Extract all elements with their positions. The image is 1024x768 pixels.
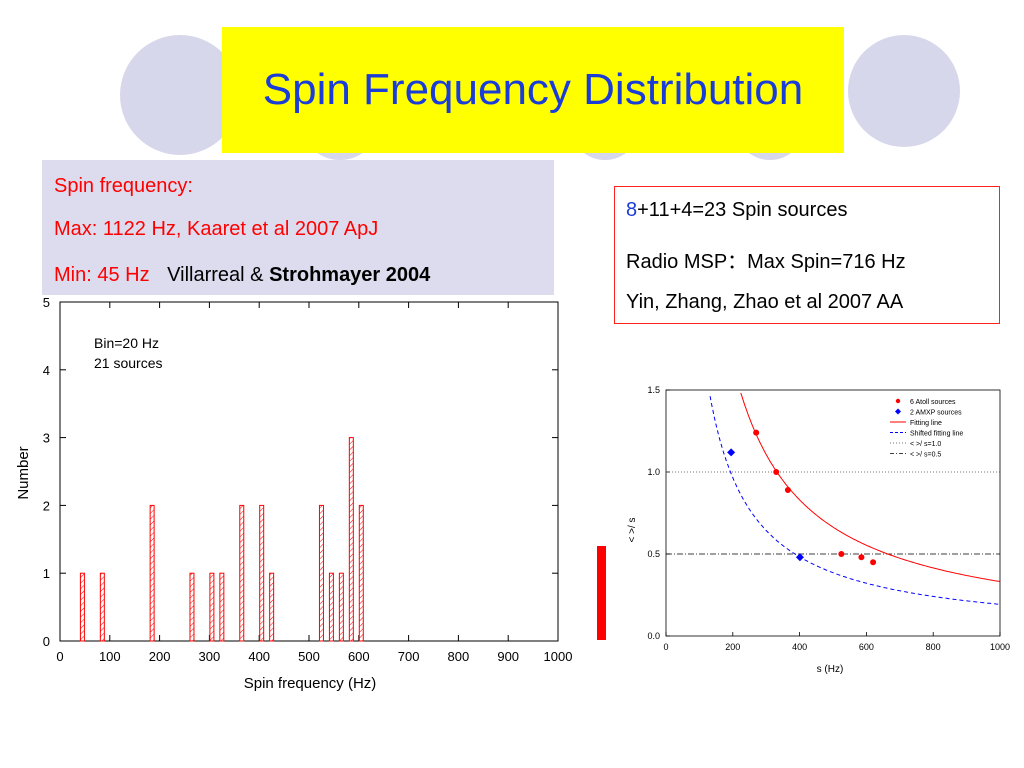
hist-bar [209,572,215,642]
hist-y-axis-label: Number [15,446,32,499]
hist-x-tick-label: 900 [497,649,519,664]
atoll-source-point [870,559,877,566]
min-reference-authors: Villarreal & [167,264,270,286]
legend-entry-label: 6 Atoll sources [910,399,956,406]
legend-entry-label: 2 AMXP sources [910,410,962,417]
fitting-line [740,392,1001,583]
hist-bar [79,572,85,642]
max-frequency-line: Max: 1122 Hz, Kaaret et al 2007 ApJ [54,218,379,240]
min-frequency-line: Min: 45 Hz Villarreal & Strohmayer 2004 [54,264,430,287]
slide-title: Spin Frequency Distribution [262,65,804,114]
hist-y-tick-label: 2 [43,498,50,513]
hist-bar [328,572,334,642]
hist-y-tick-label: 1 [43,566,50,581]
min-frequency-value: Min: 45 Hz [54,264,150,286]
hist-x-tick-label: 500 [298,649,320,664]
decorative-circle-2 [848,35,960,147]
atoll-source-point [753,429,760,436]
hist-bar [348,437,354,642]
spin-frequency-box: Spin frequency: Max: 1122 Hz, Kaaret et … [42,160,554,295]
hist-x-tick-label: 700 [398,649,420,664]
hist-bar [338,572,344,642]
hist-x-tick-label: 100 [99,649,121,664]
scatter-plot-frame [665,389,1001,637]
hist-bar [239,504,245,642]
scatter-legend: 6 Atoll sources 2 AMXP sources Fitting lin… [890,398,963,459]
reference-line: Yin, Zhang, Zhao et al 2007 AA [626,291,904,313]
spin-frequency-label: Spin frequency: [54,175,193,197]
hist-x-tick-label: 0 [56,649,63,664]
hist-x-tick-label: 200 [149,649,171,664]
hist-bar [219,572,225,642]
spin-frequency-histogram: 0 100 200 300 400 500 600 700 800 900 1000 0 1 2 3 4 5 B… [15,295,573,692]
spin-sources-line: 8+11+4=23 Spin sources [626,199,847,222]
scatter-x-axis-label: s (Hz) [817,664,844,675]
scatter-x-tick-label: 200 [725,642,740,652]
spin-sources-box: 8+11+4=23 Spin sources Radio MSP：Max Spi… [614,186,1000,324]
hist-bar [99,572,105,642]
hist-y-tick-label: 4 [43,363,50,378]
hist-x-tick-label: 400 [248,649,270,664]
legend-entry-label: < >/ s=0.5 [910,452,941,459]
hist-y-tick-label: 5 [43,295,50,310]
hist-y-tick-label: 3 [43,431,50,446]
scatter-y-axis-label: < >/ s [627,517,638,542]
legend-marker-atoll [895,398,901,404]
hist-x-axis-label: Spin frequency (Hz) [244,675,377,692]
hist-bar [189,572,195,642]
atoll-source-point [838,551,845,557]
hist-bar [259,504,265,642]
spin-ratio-plot: 0 200 400 600 800 1000 0.0 0.5 1.0 1.5 6 Atoll sou… [627,385,1010,675]
amxp-source-point [727,448,736,457]
legend-entry-label: Fitting line [910,420,942,427]
hist-bar [318,504,324,642]
hist-x-tick-label: 600 [348,649,370,664]
hist-x-tick-label: 800 [448,649,470,664]
hist-x-tick-label: 300 [199,649,221,664]
atoll-source-point [773,469,780,475]
hist-x-tick-label: 1000 [544,649,573,664]
radio-msp-line: Radio MSP：Max Spin=716 Hz [626,251,906,273]
decorative-circle-1 [120,35,240,155]
hist-bar [358,504,364,642]
scatter-y-tick-label: 0.0 [647,631,660,641]
atoll-source-point [858,554,865,561]
legend-entry-label: Shifted fitting line [910,431,963,438]
legend-entry-label: < >/ s=1.0 [910,441,941,448]
hist-annotation-count: 21 sources [94,355,162,371]
scatter-y-tick-label: 0.5 [647,549,660,559]
hist-annotation-bin: Bin=20 Hz [94,335,159,351]
scatter-x-tick-label: 800 [926,642,941,652]
legend-marker-amxp [895,408,901,415]
amxp-source-point [795,553,804,562]
hist-plot-frame [59,301,559,642]
scatter-x-tick-label: 400 [792,642,807,652]
atoll-source-point [784,487,791,494]
title-box: Spin Frequency Distribution [222,27,844,153]
scatter-y-tick-label: 1.5 [647,385,660,395]
scatter-x-tick-label: 1000 [990,642,1010,652]
hist-bar [269,572,275,642]
scatter-x-tick-label: 0 [663,642,668,652]
shifted-fitting-line [709,396,1001,605]
hist-y-tick-label: 0 [43,634,50,649]
red-accent-bar [597,546,606,640]
spin-sources-sum: +11+4=23 Spin sources [637,199,848,221]
hist-bar [149,504,155,642]
scatter-x-tick-label: 600 [859,642,874,652]
min-reference-bold: Strohmayer 2004 [269,264,431,286]
spin-sources-count: 8 [626,199,638,221]
scatter-y-tick-label: 1.0 [647,467,660,477]
